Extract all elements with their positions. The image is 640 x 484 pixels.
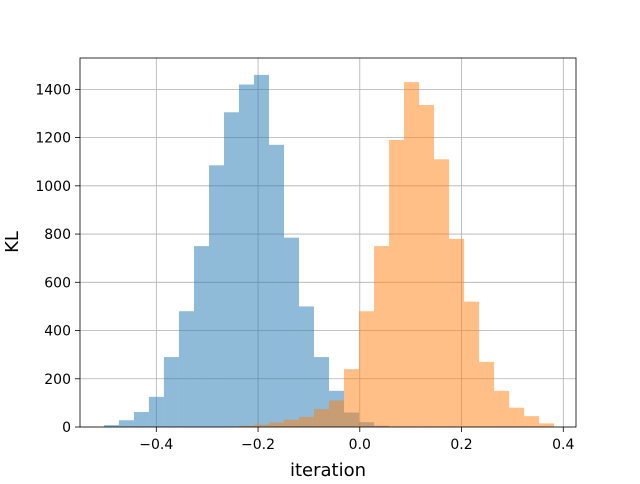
y-tick-label-6: 1200 [35,131,71,147]
bar-series-1-bin-13 [434,159,450,427]
bar-series-1-bin-5 [314,408,330,427]
bar-series-0-bin-12 [283,237,300,427]
bar-series-1-bin-6 [329,400,345,427]
x-tick-label-0: −0.4 [139,437,173,453]
bar-series-0-bin-7 [208,165,224,427]
y-tick-label-4: 800 [44,227,71,243]
bar-series-1-bin-7 [344,369,360,427]
bar-series-1-bin-19 [524,416,540,427]
y-tick-label-0: 0 [62,420,71,436]
bar-series-0-bin-10 [253,74,269,427]
bar-series-1-bin-10 [389,140,405,427]
bar-series-1-bin-15 [464,301,480,427]
bar-series-1-bin-9 [374,246,390,427]
y-tick-label-1: 200 [44,372,71,388]
bar-series-0-bin-3 [148,396,164,427]
bar-series-1-bin-20 [539,423,555,427]
x-tick-label-2: 0.0 [349,437,371,453]
bar-series-1-bin-18 [509,407,525,427]
bar-series-0-bin-8 [223,112,239,427]
bar-series-1-bin-11 [404,82,420,427]
bar-series-1-bin-1 [253,424,269,427]
bar-series-0-bin-4 [163,357,179,427]
bar-series-0-bin-2 [133,412,149,427]
bar-series-0-bin-11 [268,144,284,427]
y-tick-label-2: 400 [44,324,71,340]
x-tick-label-4: 0.4 [552,437,574,453]
x-tick-label-1: −0.2 [241,437,275,453]
x-axis-label: iteration [290,460,366,480]
bar-series-1-bin-8 [359,311,375,427]
bar-series-0-bin-0 [103,425,119,427]
bar-series-0-bin-5 [178,311,194,427]
y-tick-label-3: 600 [44,275,71,291]
bar-series-1-bin-12 [419,105,435,427]
y-axis-label: KL [2,231,23,253]
bar-series-1-bin-4 [299,416,315,427]
bar-series-1-bin-0 [238,425,254,427]
y-tick-label-7: 1400 [35,82,71,98]
x-tick-label-3: 0.2 [450,437,472,453]
bar-series-0-bin-1 [118,420,134,427]
series-1-bars [238,82,555,427]
plot-frame [79,57,577,428]
bar-series-0-bin-9 [238,84,254,427]
bar-series-1-bin-3 [283,419,300,427]
y-tick-label-5: 1000 [35,179,71,195]
bar-series-0-bin-6 [193,246,209,427]
axis-ticks: −0.4 −0.2 0.0 0.2 0.4 0 200 400 600 800 1000 1200 14… [35,82,574,453]
histogram-bars [103,74,555,427]
bar-series-1-bin-16 [479,361,495,427]
bar-series-0-bin-13 [299,306,315,427]
bar-series-1-bin-17 [494,390,510,427]
bar-series-1-bin-2 [268,422,284,427]
bar-series-1-bin-14 [449,238,465,427]
